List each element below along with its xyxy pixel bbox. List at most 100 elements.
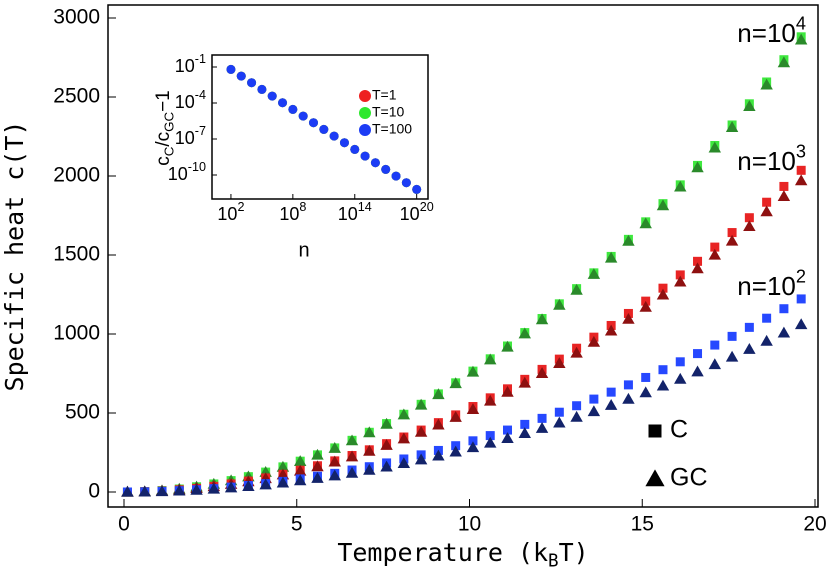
triangle-marker: [276, 468, 290, 480]
y-tick-label: 10-4: [175, 88, 206, 112]
triangle-marker: [155, 485, 169, 497]
triangle-marker: [639, 386, 652, 398]
triangle-marker: [587, 335, 601, 347]
triangle-marker: [794, 318, 808, 330]
square-marker: [744, 322, 754, 332]
circle-marker: [278, 98, 288, 108]
square-marker: [606, 387, 616, 397]
circle-marker: [319, 124, 329, 134]
inset-y-label-part: /c: [153, 132, 174, 147]
triangle-marker: [501, 432, 514, 443]
circle-marker: [236, 71, 246, 81]
triangle-marker: [639, 300, 652, 312]
annotation-part: n=10: [737, 18, 796, 48]
triangle-marker: [760, 334, 773, 346]
inset-y-label-part: c: [153, 156, 174, 166]
triangle-marker: [622, 392, 635, 404]
triangle-marker: [380, 460, 393, 472]
legend-label: GC: [670, 464, 708, 492]
triangle-marker: [535, 421, 549, 433]
triangle-marker: [674, 180, 687, 192]
triangle-marker: [484, 436, 497, 448]
legend-marker: [359, 124, 371, 136]
legend-marker: [359, 107, 371, 119]
triangle-marker: [397, 408, 411, 420]
legend-marker: [359, 90, 371, 102]
triangle-marker: [276, 476, 290, 488]
triangle-marker: [656, 288, 670, 300]
triangle-marker: [777, 326, 791, 338]
x-axis-label: Temperature (kBT): [337, 538, 588, 572]
square-marker: [623, 380, 633, 390]
triangle-marker: [293, 474, 307, 486]
y-tick-label-part: -10: [188, 160, 206, 174]
triangle-marker: [311, 460, 324, 472]
circle-marker: [288, 104, 298, 114]
triangle-marker: [604, 251, 618, 263]
x-tick-label: 20: [803, 513, 826, 536]
triangle-marker: [363, 426, 376, 438]
circle-marker: [412, 184, 422, 194]
triangle-marker: [639, 217, 652, 229]
inset-y-label-part: GC: [161, 112, 176, 132]
x-tick-label-part: 10: [279, 204, 299, 224]
triangle-marker: [328, 469, 341, 481]
triangle-marker: [570, 410, 583, 422]
triangle-marker: [173, 484, 186, 496]
triangle-marker: [743, 342, 756, 354]
square-marker: [796, 294, 806, 304]
annotation-part: 2: [796, 266, 806, 286]
triangle-marker: [259, 478, 272, 490]
triangle-marker: [760, 78, 773, 90]
triangle-marker: [466, 441, 480, 453]
square-marker: [744, 213, 754, 223]
y-tick-label: 0: [88, 480, 100, 503]
triangle-marker: [466, 365, 480, 377]
legend-label: T=10: [372, 104, 405, 120]
square-marker: [727, 331, 737, 341]
triangle-marker: [587, 405, 601, 417]
square-marker: [468, 436, 478, 446]
x-tick-label: 10: [458, 513, 481, 536]
triangle-marker: [708, 141, 722, 153]
y-tick-label-part: -4: [195, 88, 206, 102]
triangle-marker: [553, 416, 566, 428]
triangle-marker: [604, 399, 618, 410]
inset-y-label-part: C: [161, 146, 176, 156]
triangle-marker: [518, 427, 531, 439]
triangle-marker: [293, 455, 307, 467]
triangle-marker: [725, 121, 739, 132]
triangle-marker: [708, 248, 722, 260]
triangle-marker: [345, 466, 359, 478]
triangle-marker: [622, 312, 635, 324]
circle-marker: [329, 131, 339, 141]
y-tick-label: 1000: [53, 322, 100, 345]
triangle-marker: [224, 481, 238, 493]
triangle-marker: [414, 398, 428, 410]
annotation-part: 4: [796, 13, 806, 33]
y-tick-label: 1500: [53, 243, 100, 266]
x-tick-label-part: 10: [400, 204, 420, 224]
triangle-marker: [311, 472, 324, 483]
triangle-marker: [414, 453, 428, 465]
circle-marker: [381, 164, 391, 174]
triangle-marker: [501, 385, 514, 397]
triangle-marker: [345, 450, 359, 462]
inset-y-label-part: −1: [153, 90, 174, 112]
legend-label: T=1: [372, 87, 397, 103]
x-tick-label: 15: [631, 513, 654, 536]
inset-x-label: n: [298, 239, 309, 261]
square-marker: [710, 242, 720, 252]
triangle-marker: [570, 346, 583, 358]
triangle-marker: [380, 439, 393, 450]
y-tick-label: 500: [65, 401, 100, 424]
y-axis-label: Specific heat c(T): [0, 121, 29, 392]
triangle-marker: [656, 379, 670, 391]
square-marker: [658, 283, 668, 293]
square-marker: [554, 407, 564, 417]
triangle-marker: [276, 460, 290, 472]
triangle-marker: [725, 350, 739, 362]
triangle-marker: [535, 313, 549, 325]
annotation: n=103: [737, 141, 806, 175]
square-marker: [648, 424, 662, 438]
